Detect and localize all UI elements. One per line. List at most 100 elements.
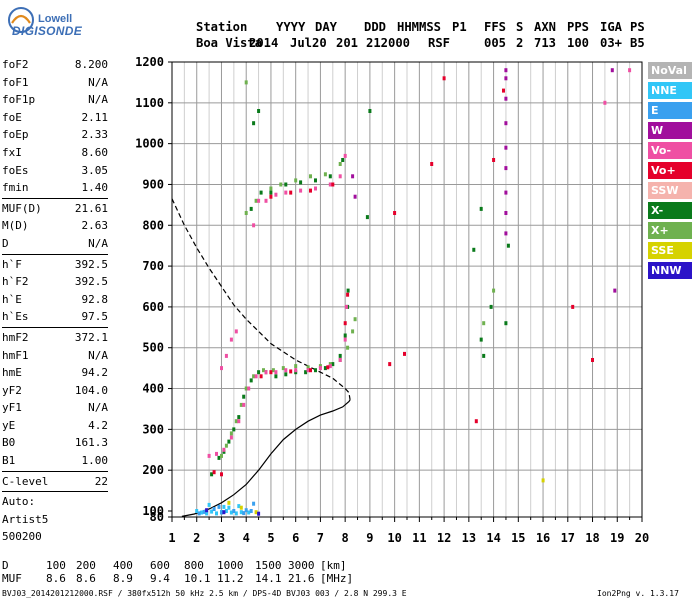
data-point: [328, 182, 332, 187]
data-point: [492, 288, 496, 293]
data-point: [343, 333, 347, 338]
data-point: [257, 370, 261, 375]
param-row: foEs 3.05: [2, 162, 108, 180]
series-w: [351, 68, 617, 293]
data-point: [254, 510, 258, 515]
param-label: B1: [2, 454, 16, 468]
data-point: [504, 190, 508, 195]
param-row: M(D) 2.63: [2, 217, 108, 235]
legend-item-e: E: [648, 102, 692, 119]
x-tick-label: 20: [635, 531, 649, 545]
data-point: [430, 162, 434, 166]
plot-area: 1 2 3 4 5 6 7 8 9 10 11 12 13 14 15 16 17 18 19 20801002003…: [135, 55, 649, 545]
data-point: [344, 304, 348, 309]
data-point: [210, 472, 214, 477]
data-point: [388, 362, 392, 367]
data-point: [299, 188, 303, 193]
param-value: N/A: [88, 348, 108, 362]
data-point: [326, 365, 330, 370]
series-nnw: [205, 508, 261, 516]
data-point: [220, 366, 223, 371]
data-point: [323, 366, 327, 371]
data-point: [309, 368, 312, 373]
data-point: [229, 435, 233, 440]
param-value: 94.2: [81, 366, 109, 380]
param-value: 97.5: [81, 310, 109, 324]
x-tick-label: 19: [610, 531, 624, 545]
data-point: [279, 182, 283, 187]
header-title-0: Station: [196, 20, 248, 34]
x-tick-label: 12: [437, 531, 451, 545]
panel-text: 500200: [2, 530, 42, 544]
data-point: [264, 198, 268, 203]
data-point: [338, 162, 342, 166]
legend-item-x-: X-: [648, 202, 692, 219]
data-point: [269, 370, 273, 375]
data-point: [217, 455, 221, 460]
header-value-9: 100: [567, 36, 590, 50]
panel-text: Auto:: [2, 495, 36, 509]
param-row: foF1p N/A: [2, 91, 108, 109]
data-point: [252, 501, 256, 506]
param-label: foF1: [2, 75, 29, 89]
data-point: [610, 68, 614, 73]
data-point: [346, 292, 350, 297]
data-point: [351, 174, 355, 179]
y-tick-label: 500: [142, 341, 164, 355]
muf-row-unit: [km]: [320, 559, 347, 572]
data-point: [284, 372, 288, 377]
param-label: hmE: [2, 366, 22, 380]
data-point: [239, 505, 243, 510]
data-point: [217, 504, 221, 509]
data-point: [220, 453, 223, 458]
header-value-7: 2: [516, 36, 524, 50]
param-value: 2.11: [81, 110, 109, 124]
data-point: [249, 378, 253, 383]
param-row: h`E 92.8: [2, 291, 108, 309]
param-value: 392.5: [74, 275, 108, 289]
data-point: [197, 511, 201, 516]
data-point: [274, 192, 278, 197]
data-point: [262, 368, 265, 373]
param-value: 8.60: [81, 145, 109, 159]
polarization-legend: NoVal NNE E W Vo- Vo+ SSW X- X+ SSE NNW: [648, 62, 692, 282]
param-label: fmin: [2, 181, 29, 195]
data-point: [249, 509, 253, 513]
data-point: [482, 321, 486, 326]
data-point: [257, 511, 261, 516]
digisonde-logo-mark: [6, 5, 36, 35]
data-point: [259, 190, 263, 195]
data-point: [304, 370, 308, 375]
param-label: h`F2: [2, 275, 29, 289]
software-version: Ion2Png v. 1.3.17: [597, 589, 679, 598]
data-point: [323, 172, 327, 177]
data-point: [237, 419, 241, 424]
x-tick-label: 6: [292, 531, 299, 545]
logo-lowell: Lowell: [38, 13, 73, 25]
param-value: 1.40: [81, 181, 109, 195]
x-tick-label: 10: [387, 531, 401, 545]
data-point: [338, 174, 342, 179]
param-value: 3.05: [81, 163, 109, 177]
data-point: [234, 329, 238, 334]
header-value-2: Jul20: [290, 36, 327, 50]
data-point: [489, 304, 493, 309]
header-title-10: IGA: [600, 20, 623, 34]
data-point: [244, 80, 248, 85]
data-point: [328, 364, 332, 369]
data-point: [224, 443, 228, 448]
data-point: [603, 100, 607, 105]
header-title-2: DAY: [315, 20, 338, 34]
data-point: [224, 353, 228, 358]
muf-cell: 800: [184, 559, 204, 572]
scaled-parameters-panel: foF2 8.200 foF1 N/A foF1p N/A foE 2.11 foEp 2.33 f…: [2, 56, 108, 546]
data-point: [257, 198, 261, 203]
data-point: [289, 190, 293, 195]
x-tick-label: 9: [366, 531, 373, 545]
data-point: [259, 374, 263, 379]
param-label: MUF(D): [2, 201, 42, 215]
data-point: [281, 366, 285, 371]
header-value-3: 201: [336, 36, 359, 50]
data-point: [628, 68, 632, 73]
y-tick-label: 80: [150, 510, 164, 524]
